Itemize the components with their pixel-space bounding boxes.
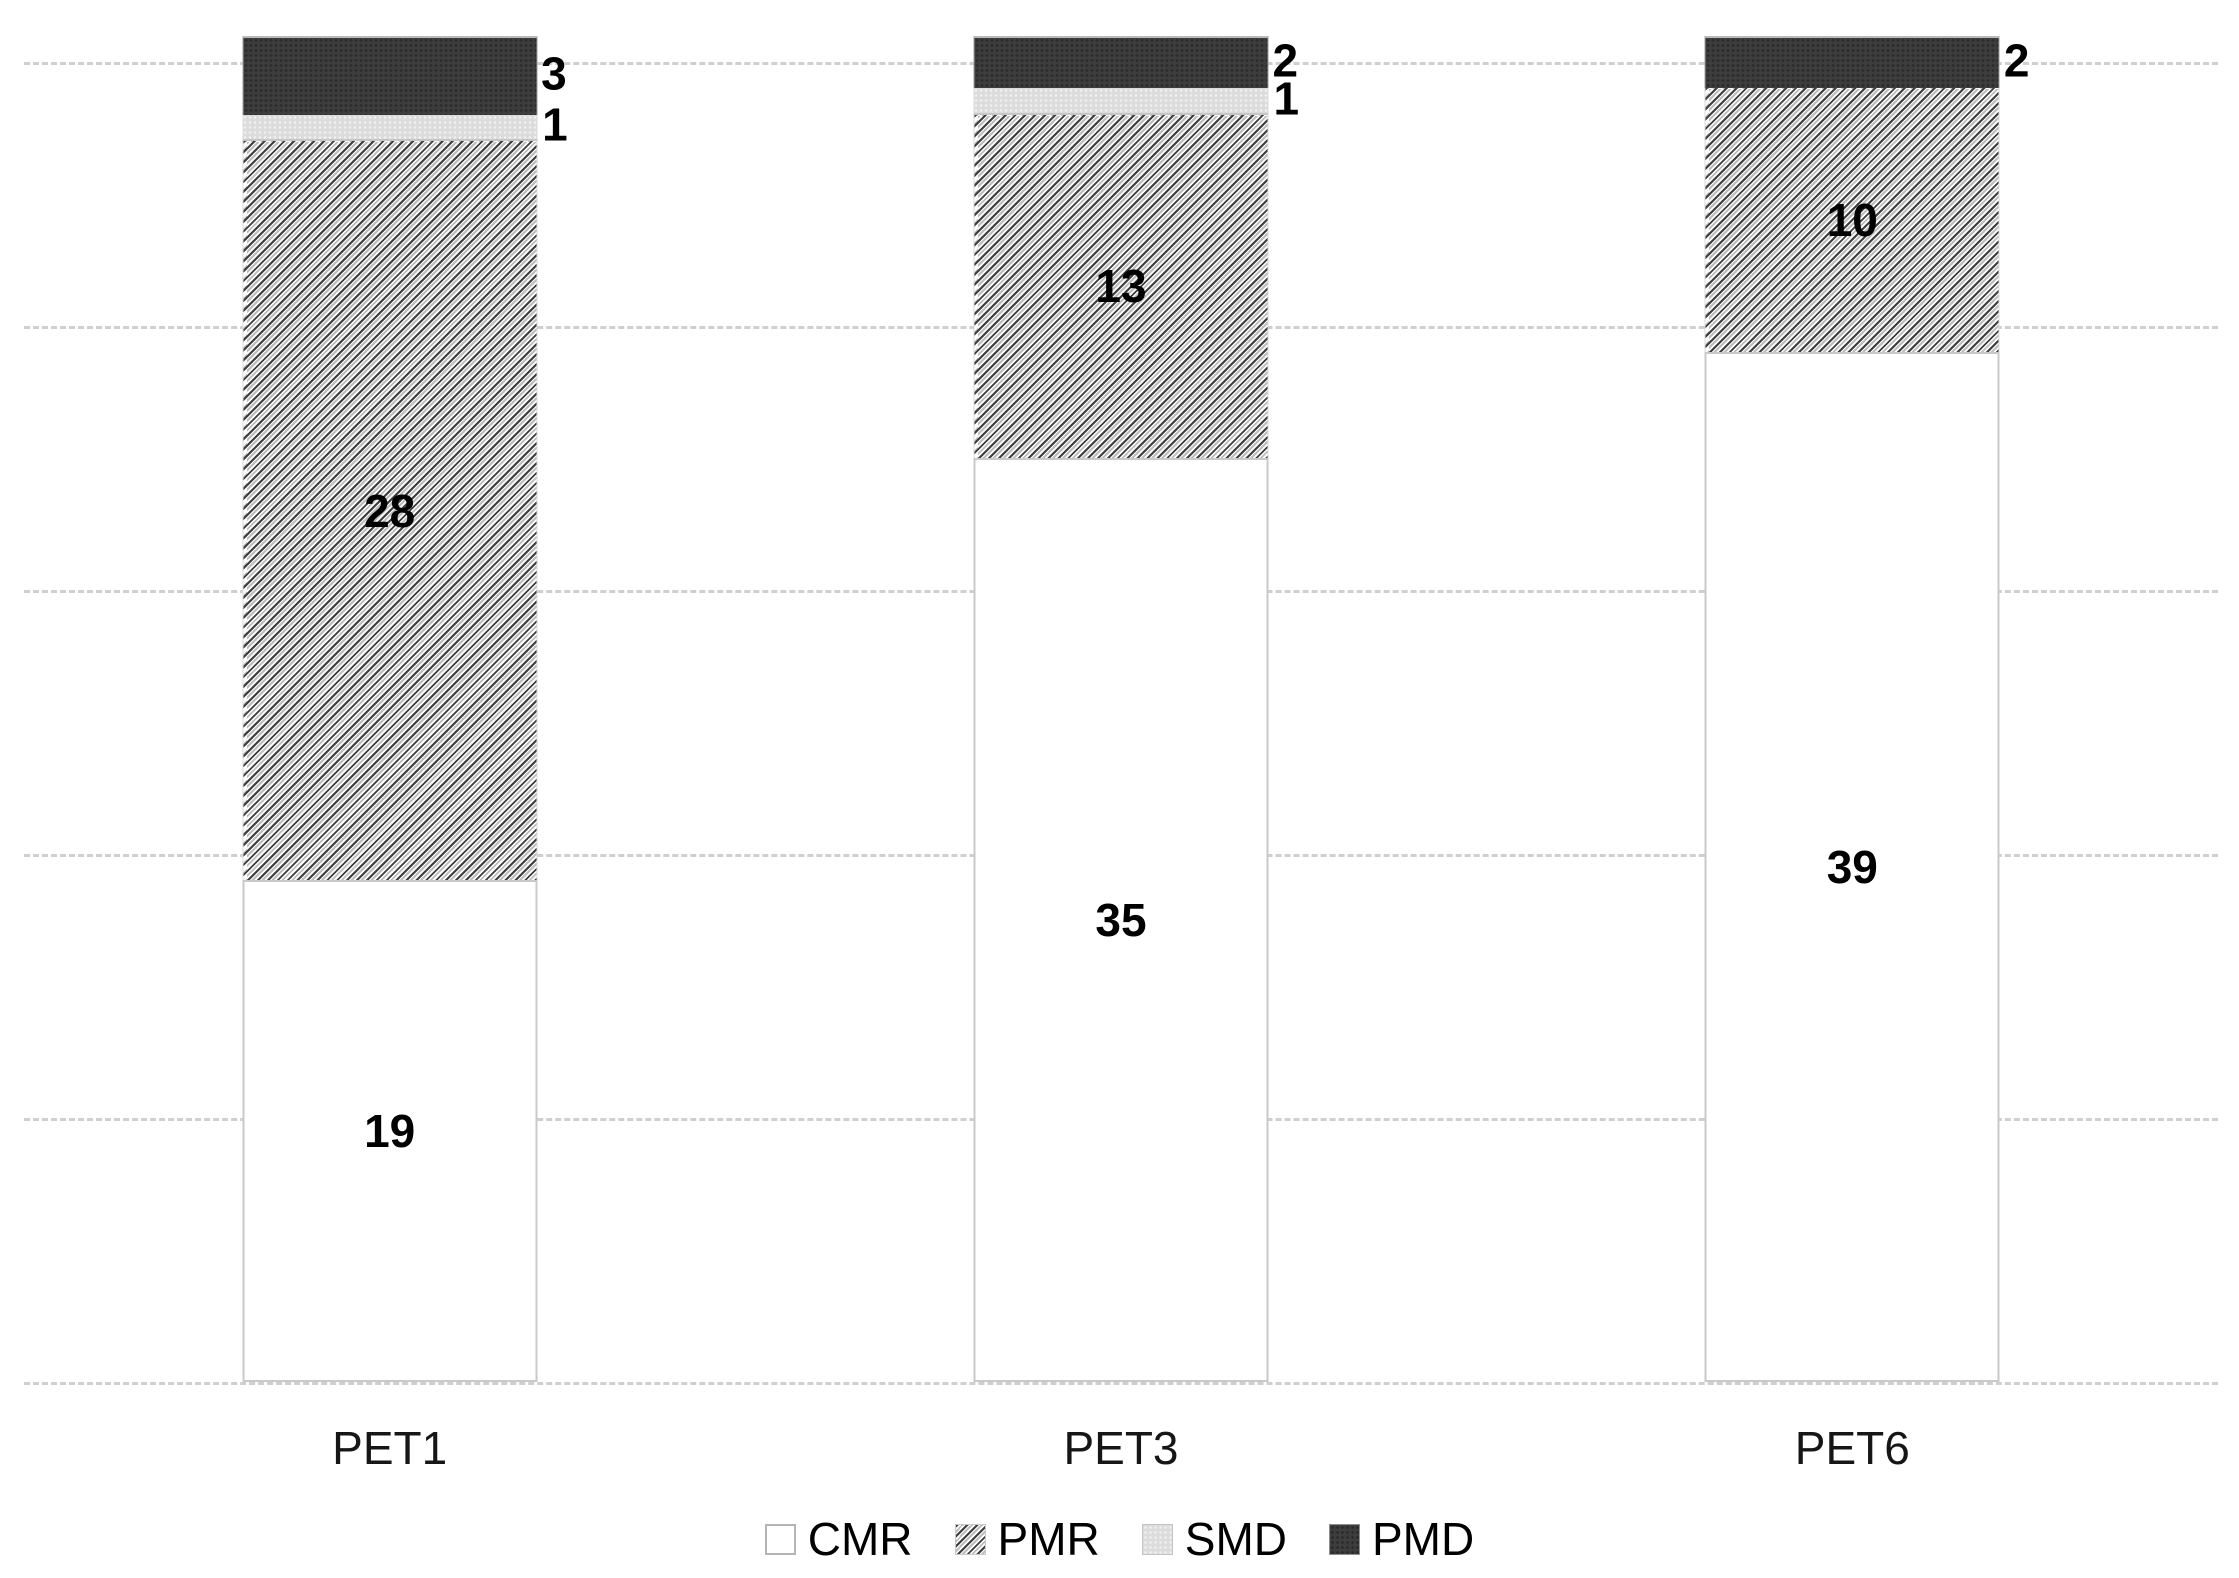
data-label-pmr: 10 <box>1826 194 1878 247</box>
legend-item-pmd: PMD <box>1329 1516 1474 1562</box>
data-label-cmr: 39 <box>1826 841 1878 894</box>
bar-segment-cmr: 39 <box>1704 352 2000 1382</box>
gridline-0 <box>24 1382 2218 1385</box>
data-label-pmd: 2 <box>2003 34 2030 87</box>
data-label-pmd: 3 <box>541 47 567 100</box>
bar-segment-smd: 1 <box>242 102 568 148</box>
bar-pet3: 35 13 1 2 <box>973 35 1299 1382</box>
bar-segment-pmd: 3 <box>242 35 567 115</box>
data-label-pmd: 2 <box>1272 34 1299 87</box>
category-column-pet1: 19 28 1 3 PET1 <box>24 0 755 1471</box>
bar-pet6: 39 10 2 <box>1704 35 2029 1382</box>
data-label-smd: 1 <box>542 98 568 151</box>
plot-area: 19 28 1 3 PET1 35 13 1 2 PET3 39 10 2 PET6 <box>24 0 2218 1471</box>
bar-segment-pmd: 2 <box>973 35 1298 89</box>
bar-segment-pmr: 28 <box>242 141 538 881</box>
bar-pet1: 19 28 1 3 <box>242 35 568 1382</box>
legend-label-pmr: PMR <box>997 1513 1100 1565</box>
legend-swatch-pmd <box>1329 1523 1360 1555</box>
legend-swatch-pmr <box>954 1523 986 1555</box>
data-label-pmr: 28 <box>364 484 416 537</box>
legend-item-smd: SMD <box>1141 1513 1287 1565</box>
category-column-pet3: 35 13 1 2 PET3 <box>755 0 1486 1471</box>
bar-segment-pmr: 13 <box>973 114 1269 458</box>
legend-swatch-cmr <box>764 1523 796 1555</box>
legend-label-smd: SMD <box>1184 1513 1287 1565</box>
data-label-smd: 1 <box>1273 72 1300 125</box>
legend-item-pmr: PMR <box>954 1513 1100 1565</box>
data-label-pmr: 13 <box>1095 260 1147 313</box>
legend-label-cmr: CMR <box>807 1513 913 1565</box>
bar-segment-smd: 1 <box>973 75 1299 121</box>
categories-row: 19 28 1 3 PET1 35 13 1 2 PET3 39 10 2 PET6 <box>24 0 2218 1471</box>
legend-swatch-smd <box>1141 1523 1173 1555</box>
category-label: PET6 <box>1794 1422 1910 1474</box>
data-label-cmr: 19 <box>364 1105 416 1158</box>
bar-segment-cmr: 19 <box>242 880 538 1382</box>
bar-segment-pmd: 2 <box>1704 35 2029 89</box>
legend-label-pmd: PMD <box>1372 1513 1475 1565</box>
category-label: PET3 <box>1063 1422 1179 1474</box>
bar-segment-pmr: 10 <box>1704 88 2000 353</box>
legend: CMR PMR SMD PMD <box>0 1516 2239 1562</box>
legend-item-cmr: CMR <box>764 1513 913 1565</box>
data-label-cmr: 35 <box>1095 894 1147 946</box>
category-label: PET1 <box>332 1422 448 1474</box>
category-column-pet6: 39 10 2 PET6 <box>1487 0 2218 1471</box>
bar-segment-cmr: 35 <box>973 458 1269 1382</box>
